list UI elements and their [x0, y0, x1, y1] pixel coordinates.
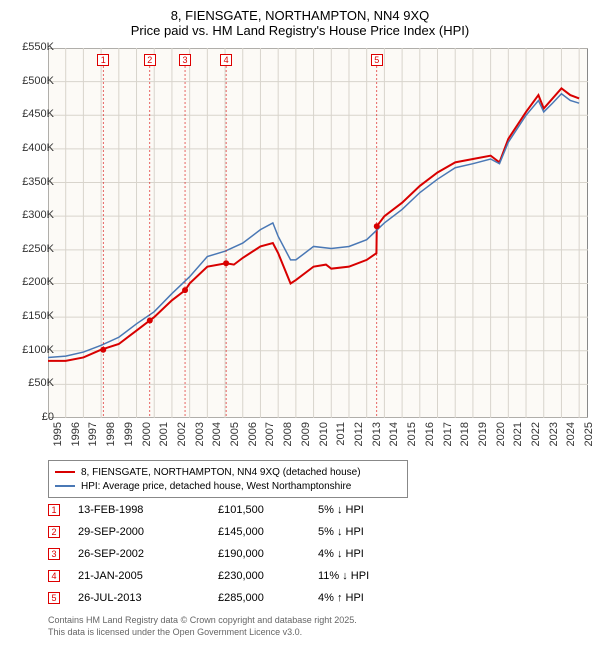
x-tick-label: 1998: [105, 422, 117, 452]
event-date: 26-SEP-2002: [78, 548, 218, 560]
x-tick-label: 2002: [176, 422, 188, 452]
x-tick-label: 2013: [371, 422, 383, 452]
y-tick-label: £400K: [8, 142, 54, 154]
x-tick-label: 1995: [52, 422, 64, 452]
event-marker: 4: [220, 54, 232, 66]
x-tick-label: 1996: [70, 422, 82, 452]
event-marker: 2: [144, 54, 156, 66]
x-tick-label: 2005: [229, 422, 241, 452]
event-row-marker: 1: [48, 504, 60, 516]
x-tick-label: 2023: [548, 422, 560, 452]
y-tick-label: £150K: [8, 310, 54, 322]
legend-row: 8, FIENSGATE, NORTHAMPTON, NN4 9XQ (deta…: [55, 465, 401, 479]
event-row: 5 26-JUL-2013£285,0004% ↑ HPI: [48, 588, 408, 608]
x-tick-label: 2009: [300, 422, 312, 452]
event-pct: 4% ↑ HPI: [318, 592, 408, 604]
event-price: £101,500: [218, 504, 318, 516]
event-pct: 11% ↓ HPI: [318, 570, 408, 582]
event-pct: 5% ↓ HPI: [318, 526, 408, 538]
event-marker: 1: [97, 54, 109, 66]
x-tick-label: 2022: [530, 422, 542, 452]
footer-line2: This data is licensed under the Open Gov…: [48, 627, 357, 639]
footer: Contains HM Land Registry data © Crown c…: [48, 615, 357, 638]
x-tick-label: 2024: [565, 422, 577, 452]
y-tick-label: £450K: [8, 108, 54, 120]
event-row-marker: 4: [48, 570, 60, 582]
event-row-marker: 2: [48, 526, 60, 538]
event-date: 29-SEP-2000: [78, 526, 218, 538]
x-tick-label: 2012: [353, 422, 365, 452]
x-tick-label: 2001: [158, 422, 170, 452]
y-tick-label: £300K: [8, 209, 54, 221]
chart-area: [48, 48, 588, 418]
x-tick-label: 2025: [583, 422, 595, 452]
event-row: 3 26-SEP-2002£190,0004% ↓ HPI: [48, 544, 408, 564]
x-tick-label: 2019: [477, 422, 489, 452]
events-table: 1 13-FEB-1998£101,5005% ↓ HPI 2 29-SEP-2000…: [48, 500, 408, 610]
legend-swatch: [55, 471, 75, 473]
event-pct: 4% ↓ HPI: [318, 548, 408, 560]
x-tick-label: 2021: [512, 422, 524, 452]
chart-svg: [48, 48, 588, 418]
event-date: 21-JAN-2005: [78, 570, 218, 582]
event-price: £145,000: [218, 526, 318, 538]
x-tick-label: 1999: [123, 422, 135, 452]
x-tick-label: 2015: [406, 422, 418, 452]
event-price: £190,000: [218, 548, 318, 560]
x-tick-label: 2010: [318, 422, 330, 452]
chart-title-block: 8, FIENSGATE, NORTHAMPTON, NN4 9XQ Price…: [0, 0, 600, 42]
x-tick-label: 2007: [264, 422, 276, 452]
legend-row: HPI: Average price, detached house, West…: [55, 479, 401, 493]
y-tick-label: £350K: [8, 176, 54, 188]
title-sub: Price paid vs. HM Land Registry's House …: [0, 23, 600, 38]
x-tick-label: 2008: [282, 422, 294, 452]
event-price: £230,000: [218, 570, 318, 582]
event-date: 26-JUL-2013: [78, 592, 218, 604]
event-row-marker: 3: [48, 548, 60, 560]
legend-label: HPI: Average price, detached house, West…: [81, 481, 351, 492]
legend-swatch: [55, 485, 75, 487]
event-row: 1 13-FEB-1998£101,5005% ↓ HPI: [48, 500, 408, 520]
x-tick-label: 2006: [247, 422, 259, 452]
y-tick-label: £250K: [8, 243, 54, 255]
footer-line1: Contains HM Land Registry data © Crown c…: [48, 615, 357, 627]
x-tick-label: 2017: [442, 422, 454, 452]
y-tick-label: £500K: [8, 75, 54, 87]
legend-label: 8, FIENSGATE, NORTHAMPTON, NN4 9XQ (deta…: [81, 467, 361, 478]
y-tick-label: £100K: [8, 344, 54, 356]
event-pct: 5% ↓ HPI: [318, 504, 408, 516]
event-row: 2 29-SEP-2000£145,0005% ↓ HPI: [48, 522, 408, 542]
y-tick-label: £200K: [8, 276, 54, 288]
y-tick-label: £0: [8, 411, 54, 423]
title-main: 8, FIENSGATE, NORTHAMPTON, NN4 9XQ: [0, 8, 600, 23]
y-tick-label: £550K: [8, 41, 54, 53]
x-tick-label: 1997: [87, 422, 99, 452]
event-date: 13-FEB-1998: [78, 504, 218, 516]
event-row-marker: 5: [48, 592, 60, 604]
x-tick-label: 2011: [335, 422, 347, 452]
event-marker: 5: [371, 54, 383, 66]
event-price: £285,000: [218, 592, 318, 604]
event-marker: 3: [179, 54, 191, 66]
x-tick-label: 2020: [495, 422, 507, 452]
x-tick-label: 2014: [388, 422, 400, 452]
x-tick-label: 2018: [459, 422, 471, 452]
legend: 8, FIENSGATE, NORTHAMPTON, NN4 9XQ (deta…: [48, 460, 408, 498]
x-tick-label: 2004: [211, 422, 223, 452]
x-tick-label: 2000: [141, 422, 153, 452]
x-tick-label: 2003: [194, 422, 206, 452]
y-tick-label: £50K: [8, 377, 54, 389]
x-tick-label: 2016: [424, 422, 436, 452]
event-row: 4 21-JAN-2005£230,00011% ↓ HPI: [48, 566, 408, 586]
